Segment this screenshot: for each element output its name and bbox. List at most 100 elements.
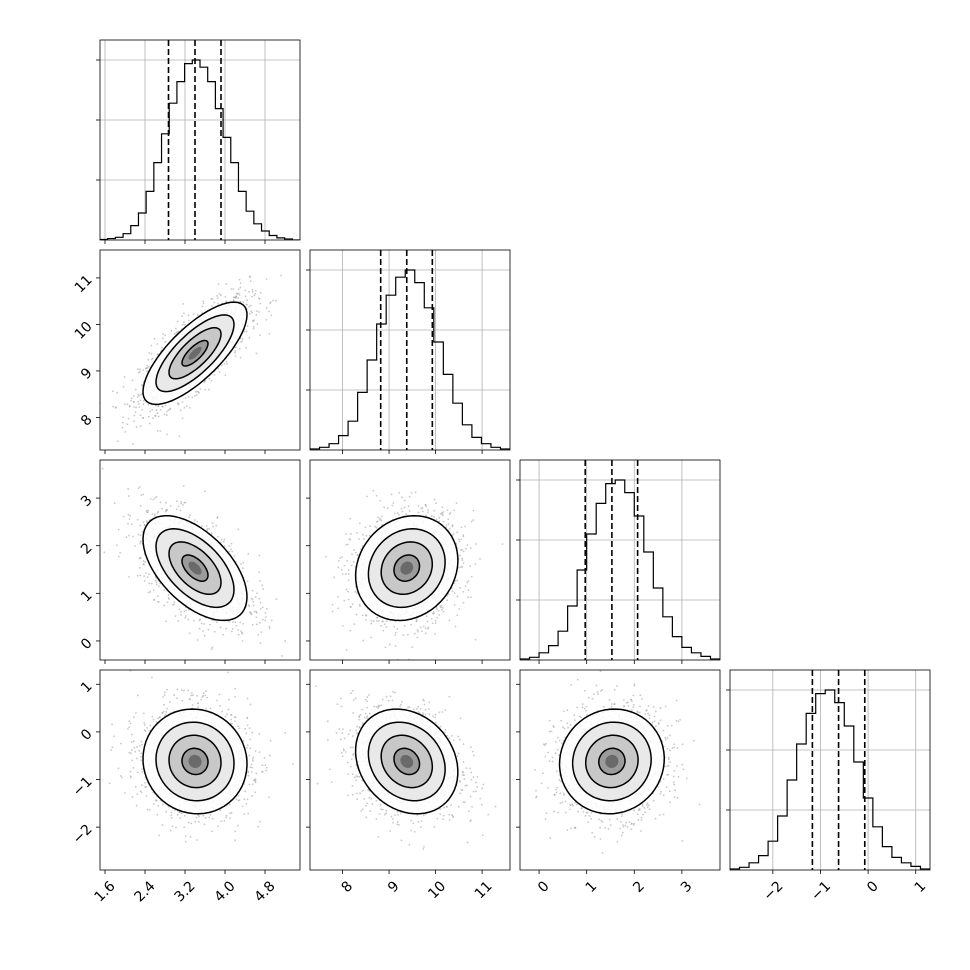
scatter-point — [125, 536, 128, 539]
scatter-point — [230, 542, 233, 545]
scatter-point — [434, 622, 437, 625]
scatter-point — [210, 297, 213, 300]
scatter-point — [356, 532, 359, 534]
contour-line — [393, 554, 421, 582]
scatter-point — [386, 507, 389, 509]
scatter-point — [259, 642, 262, 645]
scatter-point — [143, 575, 146, 578]
scatter-point — [347, 573, 350, 575]
y-tick-label: 11 — [72, 272, 96, 296]
scatter-point — [372, 620, 375, 623]
scatter-point — [132, 401, 135, 403]
scatter-point — [364, 526, 367, 529]
scatter-point — [206, 528, 209, 530]
scatter-point — [353, 623, 356, 626]
scatter-point — [391, 504, 394, 507]
scatter-point — [137, 403, 140, 405]
scatter-point — [424, 627, 427, 630]
scatter-point — [183, 321, 185, 324]
scatter-point — [164, 404, 167, 407]
scatter-point — [379, 500, 382, 502]
scatter-point — [197, 391, 200, 393]
scatter-point — [156, 583, 158, 586]
scatter-point — [435, 518, 438, 521]
scatter-point — [127, 522, 129, 525]
scatter-point — [434, 633, 436, 635]
scatter-point — [435, 502, 437, 505]
scatter-point — [151, 513, 154, 516]
scatter-point — [258, 554, 261, 557]
scatter-point — [340, 568, 343, 571]
scatter-point — [193, 519, 196, 521]
scatter-point — [187, 314, 190, 317]
scatter-point — [438, 520, 441, 523]
scatter-point — [350, 564, 353, 567]
scatter-point — [159, 430, 162, 432]
scatter-point — [156, 430, 159, 432]
scatter-point — [370, 636, 372, 639]
scatter-point — [394, 633, 397, 636]
histogram-step — [520, 479, 720, 660]
scatter-point — [173, 333, 176, 335]
scatter-point — [385, 625, 388, 628]
scatter-point — [202, 300, 205, 303]
scatter-point — [169, 407, 172, 410]
scatter-point — [140, 494, 143, 497]
scatter-point — [178, 608, 181, 611]
scatter-point — [136, 396, 139, 398]
scatter-point — [275, 299, 277, 302]
scatter-point — [154, 497, 156, 499]
scatter-point — [130, 523, 133, 526]
scatter-point — [232, 296, 235, 299]
scatter-point — [392, 502, 395, 504]
scatter-point — [211, 305, 213, 308]
scatter-point — [150, 344, 153, 347]
scatter-point — [460, 526, 463, 529]
scatter-point — [162, 710, 165, 713]
scatter-point — [361, 614, 364, 617]
scatter-point — [159, 408, 162, 411]
scatter-point — [232, 288, 235, 290]
scatter-point — [213, 373, 216, 376]
scatter-point — [261, 606, 264, 609]
scatter-point — [170, 814, 173, 817]
scatter-point — [142, 403, 145, 406]
scatter-point — [152, 498, 155, 501]
scatter-point — [462, 601, 465, 604]
scatter-point — [213, 301, 216, 304]
panel-frame — [309, 249, 511, 451]
scatter-point — [251, 290, 254, 293]
scatter-point — [144, 572, 147, 575]
panel-content — [324, 489, 504, 660]
scatter-point — [180, 502, 183, 505]
scatter-point — [259, 601, 262, 604]
scatter-point — [183, 501, 186, 504]
scatter-point — [270, 314, 273, 317]
scatter-point — [169, 505, 172, 507]
scatter-point — [132, 395, 135, 398]
scatter-point — [175, 508, 178, 511]
scatter-point — [253, 610, 256, 613]
scatter-point — [206, 529, 209, 532]
scatter-point — [148, 422, 151, 425]
scatter-point — [394, 631, 397, 634]
panel-frame — [309, 459, 511, 661]
scatter-point — [153, 414, 156, 417]
scatter-point — [123, 376, 126, 378]
scatter-point — [466, 581, 469, 584]
scatter-point — [234, 355, 237, 358]
scatter-point — [238, 278, 241, 281]
histogram-panel-2 — [516, 459, 721, 664]
scatter-point — [202, 630, 204, 633]
scatter-point — [146, 576, 149, 579]
scatter-point — [173, 601, 176, 603]
scatter-point — [466, 543, 469, 546]
scatter-point — [381, 620, 384, 623]
scatter-point — [461, 565, 464, 568]
scatter-point — [127, 488, 130, 490]
scatter-point — [457, 538, 460, 541]
scatter-point — [441, 514, 444, 517]
scatter-point — [451, 524, 454, 527]
scatter-point — [250, 613, 253, 616]
scatter-point — [142, 399, 145, 402]
